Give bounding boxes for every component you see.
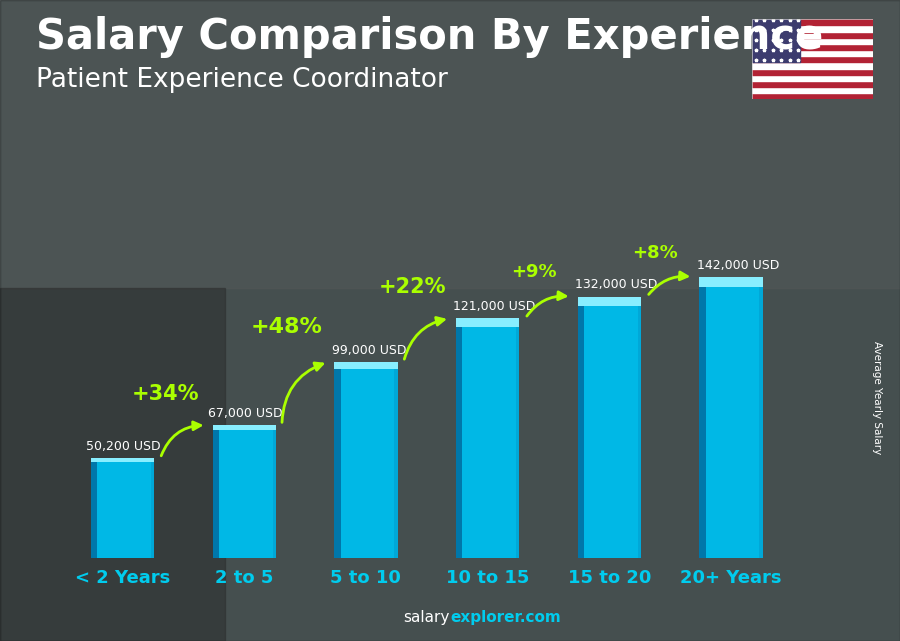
- Bar: [91, 458, 154, 558]
- Bar: [752, 31, 873, 38]
- Bar: [91, 458, 154, 462]
- Text: 132,000 USD: 132,000 USD: [575, 278, 658, 292]
- Text: +8%: +8%: [633, 244, 679, 262]
- Text: 50,200 USD: 50,200 USD: [86, 440, 160, 453]
- Text: 67,000 USD: 67,000 USD: [208, 407, 283, 420]
- Bar: [760, 277, 762, 558]
- Text: Salary Comparison By Experience: Salary Comparison By Experience: [36, 16, 824, 58]
- Bar: [752, 56, 873, 62]
- Text: Patient Experience Coordinator: Patient Experience Coordinator: [36, 67, 448, 94]
- Text: salary: salary: [403, 610, 450, 625]
- Bar: [752, 69, 873, 75]
- Text: Average Yearly Salary: Average Yearly Salary: [872, 341, 883, 454]
- Bar: [334, 362, 398, 558]
- Text: +48%: +48%: [251, 317, 323, 337]
- Bar: [578, 297, 641, 306]
- Bar: [516, 319, 519, 558]
- Bar: [699, 277, 762, 558]
- Text: +22%: +22%: [378, 277, 446, 297]
- Bar: [699, 277, 762, 287]
- Bar: [334, 362, 340, 558]
- Bar: [334, 362, 398, 369]
- Bar: [752, 44, 873, 50]
- Text: 121,000 USD: 121,000 USD: [454, 300, 536, 313]
- Bar: [752, 38, 873, 44]
- Bar: [273, 425, 275, 558]
- Bar: [752, 93, 873, 99]
- Bar: [394, 362, 398, 558]
- Bar: [752, 50, 873, 56]
- Text: 142,000 USD: 142,000 USD: [697, 258, 779, 272]
- Bar: [0, 288, 225, 641]
- Bar: [151, 458, 154, 558]
- Bar: [752, 26, 873, 31]
- Text: +9%: +9%: [511, 263, 556, 281]
- Bar: [752, 87, 873, 93]
- Bar: [456, 319, 463, 558]
- Bar: [752, 62, 873, 69]
- Text: +34%: +34%: [131, 384, 199, 404]
- Bar: [752, 19, 873, 26]
- Bar: [752, 75, 873, 81]
- Text: 99,000 USD: 99,000 USD: [332, 344, 406, 356]
- Bar: [91, 458, 97, 558]
- Bar: [212, 425, 219, 558]
- Bar: [752, 19, 800, 62]
- Bar: [212, 425, 275, 429]
- Bar: [699, 277, 706, 558]
- Bar: [456, 319, 519, 327]
- Bar: [578, 297, 584, 558]
- Bar: [456, 319, 519, 558]
- Bar: [638, 297, 641, 558]
- Bar: [0, 0, 900, 288]
- Bar: [578, 297, 641, 558]
- Bar: [752, 81, 873, 87]
- Text: explorer.com: explorer.com: [450, 610, 561, 625]
- Bar: [212, 425, 275, 558]
